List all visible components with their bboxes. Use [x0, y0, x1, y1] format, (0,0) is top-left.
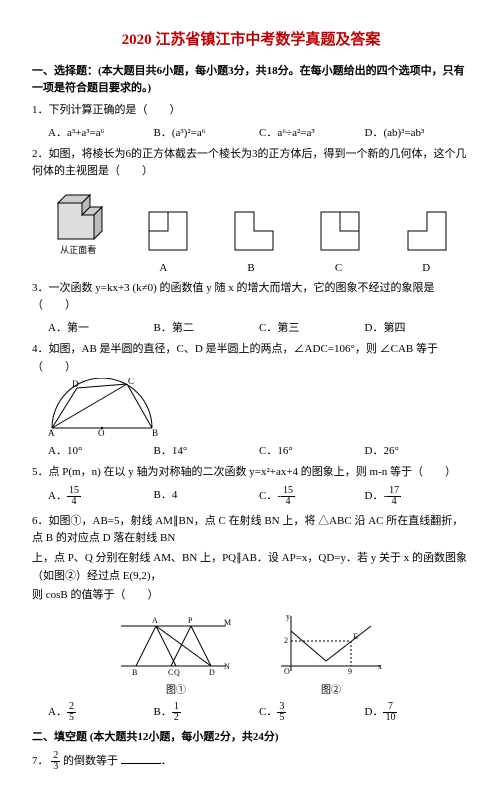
section-1-heading: 一、选择题：(本大题目共6小题，每小题3分，共18分。在每小题给出的四个选项中，… [32, 63, 470, 96]
q2-label-a: A [120, 262, 208, 274]
q4-opt-a: A．10° [48, 442, 154, 458]
svg-text:A: A [152, 616, 158, 625]
section-2-heading: 二、填空题 (本大题共12小题，每小题2分，共24分) [32, 729, 470, 746]
q4-figure: A O B C D [32, 378, 470, 438]
q2-label-b: B [207, 262, 295, 274]
q7: 7． 23 的倒数等于 ． [32, 751, 470, 772]
q6-stem1: 6．如图①，AB=5，射线 AM∥BN，点 C 在射线 BN 上，将 △ABC … [32, 513, 470, 548]
q3-opt-a: A．第一 [48, 319, 154, 335]
q1-stem: 1．下列计算正确的是（ ） [32, 102, 470, 120]
svg-text:O: O [98, 428, 105, 438]
q1-opt-d: D．(ab)³=ab³ [365, 124, 471, 140]
q6-fig2: O x y 9 2 E 图② [276, 611, 386, 696]
q3-opt-c: C．第三 [259, 319, 365, 335]
q2-figures: 从正面看 [32, 187, 470, 256]
q6-fig1: A P M B C Q D N 图① [116, 611, 236, 696]
svg-text:D: D [209, 668, 215, 677]
svg-text:A: A [48, 428, 55, 438]
q6-stem3: 则 cosB 的值等于（ ） [32, 587, 470, 605]
q1-opt-a: A．a³+a³=a⁶ [48, 124, 154, 140]
q6-opt-b: B．12 [154, 702, 260, 723]
q5-opt-b: B．4 [154, 486, 260, 507]
q4-options: A．10° B．14° C．16° D．26° [48, 442, 470, 458]
q2-labels: A B C D [32, 262, 470, 274]
q6-fig2-label: 图② [276, 681, 386, 696]
q5-opt-c: C．-154 [259, 486, 365, 507]
q2-label-c: C [295, 262, 383, 274]
q3-stem: 3．一次函数 y=kx+3 (k≠0) 的函数值 y 随 x 的增大而增大，它的… [32, 280, 470, 315]
q2-label-d: D [382, 262, 470, 274]
q2-fig-c [315, 206, 365, 256]
q3-opt-d: D．第四 [365, 319, 471, 335]
q7-blank [121, 753, 161, 764]
q5-stem: 5．点 P(m，n) 在以 y 轴为对称轴的二次函数 y=x²+ax+4 的图象… [32, 464, 470, 482]
q2-fig-d [402, 206, 452, 256]
q2-viewlabel: 从正面看 [50, 243, 106, 256]
q4-opt-d: D．26° [365, 442, 471, 458]
svg-text:9: 9 [348, 667, 352, 676]
svg-text:O: O [284, 667, 290, 676]
q2-stem: 2．如图，将棱长为6的正方体截去一个棱长为3的正方体后，得到一个新的几何体，这个… [32, 146, 470, 181]
svg-text:E: E [353, 632, 358, 641]
q1-options: A．a³+a³=a⁶ B．(a³)²=a⁶ C．a⁶÷a²=a³ D．(ab)³… [48, 124, 470, 140]
q5-opt-d: D．-174 [365, 486, 471, 507]
q6-opt-c: C．35 [259, 702, 365, 723]
q4-stem: 4．如图，AB 是半圆的直径，C、D 是半圆上的两点，∠ADC=106°，则 ∠… [32, 341, 470, 376]
q7-post: 的倒数等于 [63, 755, 118, 767]
svg-text:N: N [224, 662, 230, 671]
q6-options: A．25 B．12 C．35 D．710 [48, 702, 470, 723]
q6-figures: A P M B C Q D N 图① O x y 9 2 E 图② [32, 611, 470, 696]
q4-opt-c: C．16° [259, 442, 365, 458]
svg-text:B: B [152, 428, 158, 438]
q6-stem2: 上，点 P、Q 分别在射线 AM、BN 上，PQ∥AB．设 AP=x，QD=y．… [32, 550, 470, 585]
q3-options: A．第一 B．第二 C．第三 D．第四 [48, 319, 470, 335]
q2-fig-b [229, 206, 279, 256]
svg-text:B: B [132, 668, 137, 677]
q6-opt-a: A．25 [48, 702, 154, 723]
q5-opt-a: A．154 [48, 486, 154, 507]
q2-fig-a [143, 206, 193, 256]
q1-opt-b: B．(a³)²=a⁶ [154, 124, 260, 140]
q6-fig1-label: 图① [116, 681, 236, 696]
svg-text:M: M [224, 618, 231, 627]
page-title: 2020 江苏省镇江市中考数学真题及答案 [32, 28, 470, 49]
q5-options: A．154 B．4 C．-154 D．-174 [48, 486, 470, 507]
q7-pre: 7． [32, 755, 49, 767]
q1-opt-c: C．a⁶÷a²=a³ [259, 124, 365, 140]
svg-text:2: 2 [284, 636, 288, 645]
svg-text:x: x [378, 662, 382, 671]
svg-text:Q: Q [174, 668, 180, 677]
q4-opt-b: B．14° [154, 442, 260, 458]
q2-fig-3d: 从正面看 [50, 187, 106, 256]
svg-text:C: C [168, 668, 173, 677]
svg-text:y: y [286, 612, 290, 621]
svg-text:D: D [72, 379, 79, 389]
svg-text:C: C [128, 378, 134, 386]
svg-text:P: P [188, 616, 193, 625]
q3-opt-b: B．第二 [154, 319, 260, 335]
q6-opt-d: D．710 [365, 702, 471, 723]
